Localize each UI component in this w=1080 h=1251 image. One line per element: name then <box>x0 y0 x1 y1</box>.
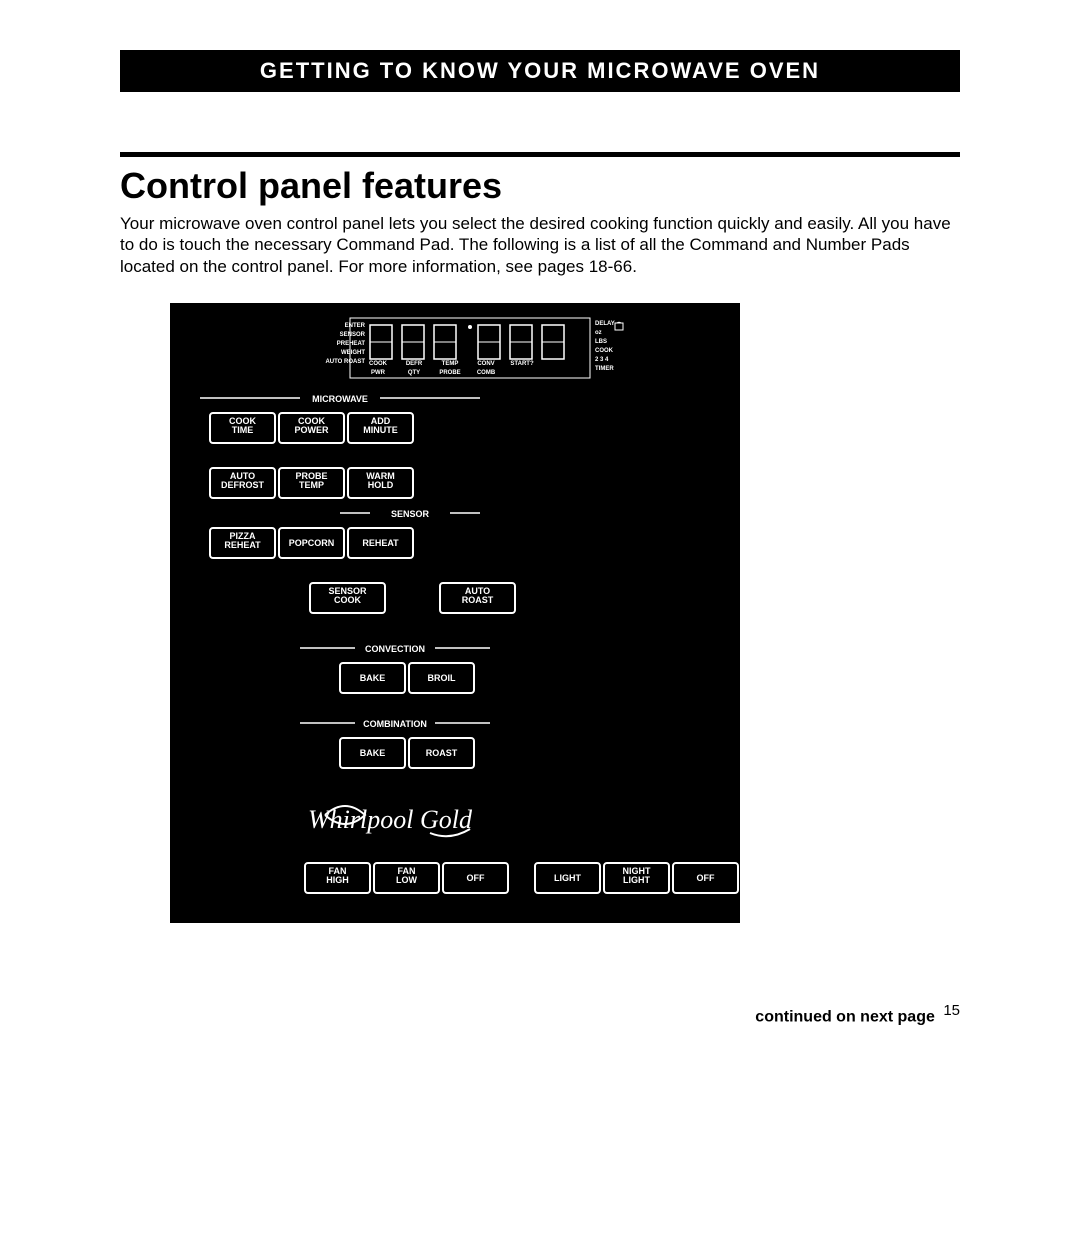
svg-text:POPCORN: POPCORN <box>289 538 335 548</box>
svg-text:NIGHTLIGHT: NIGHTLIGHT <box>623 866 652 885</box>
page-title: Control panel features <box>120 165 960 207</box>
svg-text:REHEAT: REHEAT <box>362 538 399 548</box>
svg-text:COOK: COOK <box>595 348 614 354</box>
svg-text:CONVECTION: CONVECTION <box>365 644 425 654</box>
control-panel-diagram: ENTERSENSORPREHEATWEIGHTAUTO ROASTCOOKPW… <box>120 293 960 973</box>
svg-text:WARMHOLD: WARMHOLD <box>366 471 395 490</box>
svg-text:MICROWAVE: MICROWAVE <box>312 394 368 404</box>
svg-text:TIMER: TIMER <box>595 366 614 372</box>
svg-text:COOKTIME: COOKTIME <box>229 416 257 435</box>
svg-text:COOKPOWER: COOKPOWER <box>294 416 329 435</box>
svg-text:FANHIGH: FANHIGH <box>326 866 349 885</box>
svg-text:LIGHT: LIGHT <box>554 873 581 883</box>
svg-text:BAKE: BAKE <box>360 673 386 683</box>
continued-label: continued on next page <box>755 1008 935 1025</box>
svg-text:FANLOW: FANLOW <box>396 866 417 885</box>
svg-text:ROAST: ROAST <box>426 748 458 758</box>
svg-text:AUTO ROAST: AUTO ROAST <box>325 359 365 365</box>
svg-text:OFF: OFF <box>697 873 715 883</box>
svg-text:BROIL: BROIL <box>428 673 457 683</box>
rule <box>120 152 960 157</box>
svg-text:BAKE: BAKE <box>360 748 386 758</box>
svg-text:START?: START? <box>510 361 534 367</box>
svg-text:LBS: LBS <box>595 339 607 345</box>
svg-text:2 3 4: 2 3 4 <box>595 357 609 363</box>
svg-text:OFF: OFF <box>467 873 485 883</box>
header-bar: GETTING TO KNOW YOUR MICROWAVE OVEN <box>120 50 960 92</box>
svg-text:oz: oz <box>595 330 602 336</box>
svg-text:COMBINATION: COMBINATION <box>363 719 427 729</box>
svg-text:DELAY: DELAY <box>595 321 615 327</box>
svg-text:PREHEAT: PREHEAT <box>337 341 366 347</box>
svg-text:ENTER: ENTER <box>345 323 366 329</box>
svg-text:SENSOR: SENSOR <box>340 332 366 338</box>
svg-text:SENSOR: SENSOR <box>391 509 430 519</box>
svg-text:PROBETEMP: PROBETEMP <box>295 471 327 490</box>
svg-text:WEIGHT: WEIGHT <box>341 350 365 356</box>
page-number: 15 <box>943 1001 960 1021</box>
svg-text:AUTOROAST: AUTOROAST <box>462 586 494 605</box>
description-columns: continued on next page 15 <box>120 997 960 1028</box>
intro-text: Your microwave oven control panel lets y… <box>120 213 960 277</box>
